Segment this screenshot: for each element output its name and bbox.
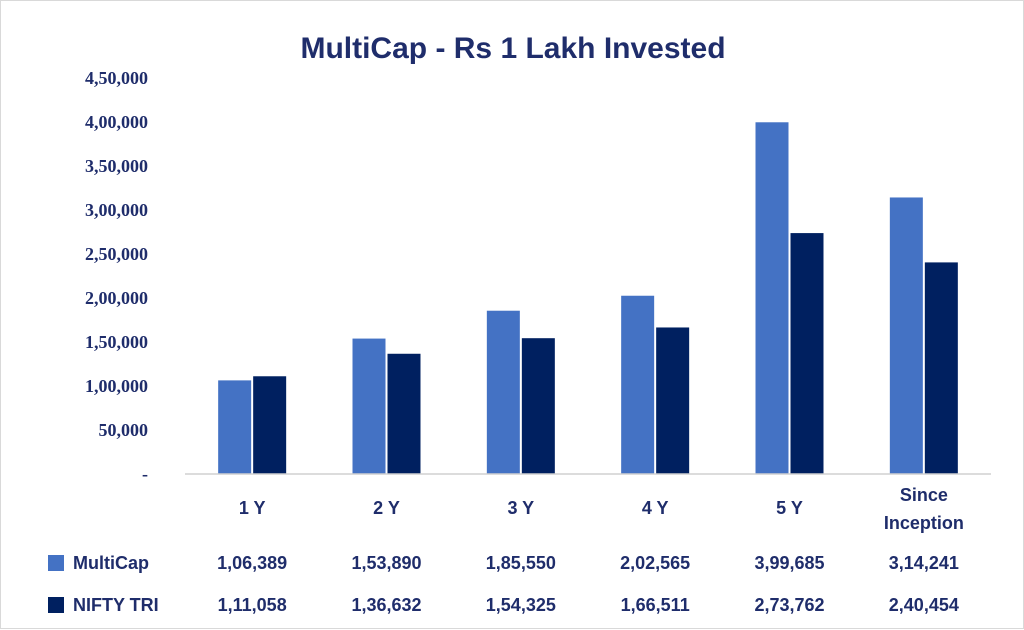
y-tick-label: 50,000 bbox=[99, 420, 149, 440]
bar-nifty-tri bbox=[521, 338, 555, 474]
bar-multicap bbox=[218, 380, 252, 474]
bar-multicap bbox=[621, 295, 655, 474]
bar-nifty-tri bbox=[253, 376, 287, 474]
x-tick-label: 2 Y bbox=[373, 498, 400, 518]
chart-title: MultiCap - Rs 1 Lakh Invested bbox=[300, 32, 725, 65]
bar-multicap bbox=[486, 310, 520, 474]
y-tick-label: 3,50,000 bbox=[85, 156, 148, 176]
bar-multicap bbox=[755, 122, 789, 475]
y-axis: - 50,000 1,00,000 1,50,000 2,00,000 2,50,000 3… bbox=[85, 68, 148, 484]
bar-nifty-tri bbox=[924, 262, 958, 474]
data-table-value: 1,11,058 bbox=[218, 595, 287, 615]
data-table-value: 3,99,685 bbox=[754, 553, 824, 573]
data-table-value: 1,54,325 bbox=[486, 595, 556, 615]
data-table-value: 2,02,565 bbox=[620, 553, 690, 573]
y-tick-label: 4,50,000 bbox=[85, 68, 148, 88]
data-table-value: 1,85,550 bbox=[486, 553, 556, 573]
bar-multicap bbox=[889, 197, 923, 474]
y-tick-label: 2,00,000 bbox=[85, 288, 148, 308]
bar-nifty-tri bbox=[656, 327, 690, 474]
x-tick-label: 3 Y bbox=[507, 498, 534, 518]
data-table-value: 2,73,762 bbox=[754, 595, 824, 615]
x-tick-label: 5 Y bbox=[776, 498, 803, 518]
bar-multicap bbox=[352, 338, 386, 474]
data-table-value: 1,66,511 bbox=[621, 595, 690, 615]
data-table-value: 2,40,454 bbox=[889, 595, 959, 615]
data-table-value: 3,14,241 bbox=[889, 553, 959, 573]
data-table-value: 1,36,632 bbox=[351, 595, 421, 615]
bar-nifty-tri bbox=[387, 353, 421, 474]
data-table: MultiCap 1,06,389 1,53,890 1,85,550 2,02,565… bbox=[48, 553, 959, 615]
bars bbox=[218, 122, 958, 475]
y-tick-label: 1,50,000 bbox=[85, 332, 148, 352]
y-tick-label: 2,50,000 bbox=[85, 244, 148, 264]
y-tick-label: - bbox=[142, 464, 148, 484]
data-table-value: 1,53,890 bbox=[351, 553, 421, 573]
legend-swatch-nifty-tri bbox=[48, 597, 64, 613]
x-tick-label: Since Inception bbox=[884, 485, 964, 533]
legend-label: NIFTY TRI bbox=[73, 595, 159, 615]
data-table-value: 1,06,389 bbox=[217, 553, 287, 573]
y-tick-label: 3,00,000 bbox=[85, 200, 148, 220]
x-tick-label: 4 Y bbox=[642, 498, 669, 518]
y-tick-label: 1,00,000 bbox=[85, 376, 148, 396]
x-axis: 1 Y 2 Y 3 Y 4 Y 5 Y Since Inception bbox=[239, 485, 964, 533]
legend-label: MultiCap bbox=[73, 553, 149, 573]
legend-swatch-multicap bbox=[48, 555, 64, 571]
x-tick-label: 1 Y bbox=[239, 498, 266, 518]
bar-nifty-tri bbox=[790, 233, 824, 474]
y-tick-label: 4,00,000 bbox=[85, 112, 148, 132]
